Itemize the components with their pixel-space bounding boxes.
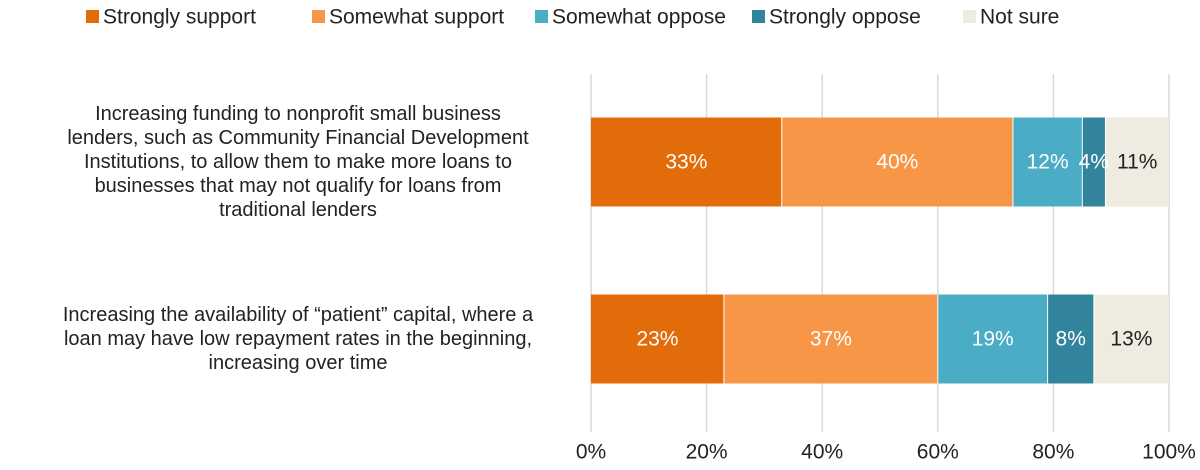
data-label-2-1: 23% xyxy=(636,328,678,351)
category-labels: Increasing funding to nonprofit small bu… xyxy=(63,103,534,374)
tick-label-80: 80% xyxy=(1032,441,1074,464)
category-label-line: Institutions, to allow them to make more… xyxy=(84,151,512,173)
legend-label-4: Strongly oppose xyxy=(769,6,921,29)
data-label-1-4: 4% xyxy=(1079,151,1109,174)
bar-segment-1-4 xyxy=(1082,117,1106,207)
legend: Strongly support Somewhat support Somewhat… xyxy=(86,6,1059,29)
data-label-1-5: 11% xyxy=(1117,151,1157,174)
bars xyxy=(591,117,1169,384)
category-label-line: increasing over time xyxy=(209,352,388,374)
legend-label-5: Not sure xyxy=(980,6,1059,29)
legend-swatch-5 xyxy=(963,10,976,23)
legend-swatch-1 xyxy=(86,10,99,23)
bar-segment-1-3 xyxy=(1012,117,1083,207)
data-label-2-2: 37% xyxy=(810,328,852,351)
bar-segment-2-3 xyxy=(937,294,1048,384)
category-label-2: Increasing the availability of “patient”… xyxy=(63,304,534,374)
category-label-line: lenders, such as Community Financial Dev… xyxy=(67,127,529,149)
tick-label-60: 60% xyxy=(917,441,959,464)
tick-label-20: 20% xyxy=(686,441,728,464)
bar-segment-2-2 xyxy=(723,294,938,384)
category-label-1: Increasing funding to nonprofit small bu… xyxy=(67,103,529,221)
legend-label-1: Strongly support xyxy=(103,6,256,29)
bar-segment-2-5 xyxy=(1093,294,1169,384)
tick-label-100: 100% xyxy=(1142,441,1196,464)
data-label-2-3: 19% xyxy=(972,328,1014,351)
legend-swatch-3 xyxy=(535,10,548,23)
bar-segment-1-2 xyxy=(781,117,1013,207)
legend-label-2: Somewhat support xyxy=(329,6,504,29)
legend-label-3: Somewhat oppose xyxy=(552,6,726,29)
data-labels: 33% 40% 12% 4% 11% 23% 37% 19% 8% 13% xyxy=(636,151,1157,351)
x-axis-ticks: 0% 20% 40% 60% 80% 100% xyxy=(576,441,1196,464)
category-label-line: traditional lenders xyxy=(219,199,377,221)
category-label-line: loan may have low repayment rates in the… xyxy=(64,328,532,350)
data-label-1-1: 33% xyxy=(665,151,707,174)
data-label-1-3: 12% xyxy=(1027,151,1069,174)
tick-label-0: 0% xyxy=(576,441,606,464)
legend-swatch-2 xyxy=(312,10,325,23)
data-label-2-5: 13% xyxy=(1110,328,1152,351)
data-label-2-4: 8% xyxy=(1056,328,1086,351)
category-label-line: Increasing the availability of “patient”… xyxy=(63,304,534,326)
legend-swatch-4 xyxy=(752,10,765,23)
category-label-line: Increasing funding to nonprofit small bu… xyxy=(95,103,501,125)
data-label-1-2: 40% xyxy=(876,151,918,174)
bar-segment-1-5 xyxy=(1105,117,1169,207)
bar-segment-2-4 xyxy=(1047,294,1094,384)
category-label-line: businesses that may not qualify for loan… xyxy=(95,175,502,197)
bar-segment-1-1 xyxy=(591,117,782,207)
tick-label-40: 40% xyxy=(801,441,843,464)
bar-segment-2-1 xyxy=(591,294,724,384)
